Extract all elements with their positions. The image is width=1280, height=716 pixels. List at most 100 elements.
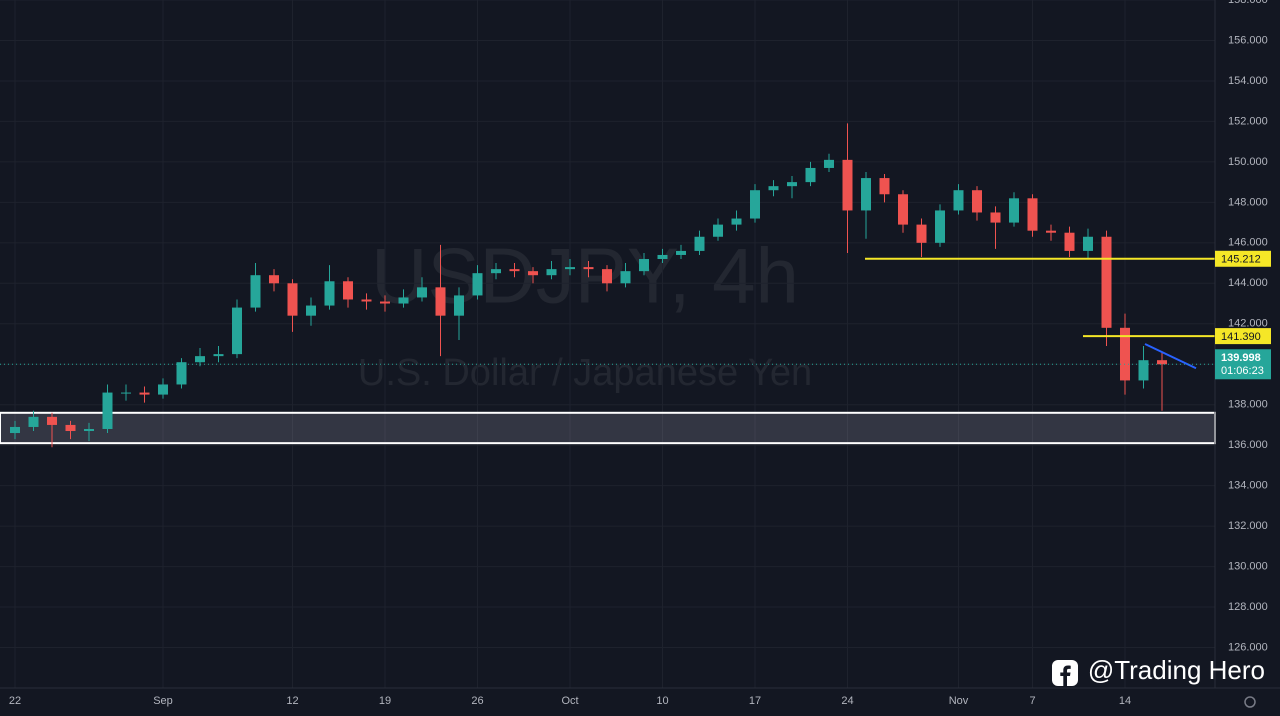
x-tick-label: Nov [949, 695, 969, 707]
candle-body [1009, 198, 1019, 223]
y-tick-label: 132.000 [1228, 520, 1268, 532]
candle-body [195, 356, 205, 363]
watermark-description: U.S. Dollar / Japanese Yen [358, 352, 812, 394]
watermark-symbol: USDJPY, 4h [371, 232, 799, 320]
y-tick-label: 128.000 [1228, 601, 1268, 613]
candle-body [787, 182, 797, 187]
candle-body [565, 267, 575, 270]
x-tick-label: Sep [153, 695, 173, 707]
candle-body [768, 186, 779, 191]
candle-body [176, 362, 187, 385]
candle-body [324, 281, 335, 306]
x-tick-label: 22 [9, 695, 21, 707]
facebook-glyph [1060, 665, 1071, 686]
plot [0, 123, 1216, 448]
candle-body [454, 295, 464, 316]
y-tick-label: 148.000 [1228, 196, 1268, 208]
zone [0, 411, 1216, 445]
candle-body [657, 254, 668, 260]
x-tick-label: 14 [1119, 695, 1131, 707]
y-tick-label: 144.000 [1228, 277, 1268, 289]
candle-body [139, 392, 150, 395]
candle-body [731, 218, 742, 225]
level-label-box [1215, 328, 1271, 345]
candle-body [84, 428, 94, 432]
candle-body [47, 416, 57, 425]
candle-body [435, 287, 446, 316]
y-tick-label: 146.000 [1228, 237, 1268, 249]
candle-body [232, 307, 242, 355]
y-tick-label: 154.000 [1228, 75, 1268, 87]
candle-body [990, 212, 1001, 223]
candle-body [916, 224, 927, 243]
candle-body [158, 384, 168, 395]
candle-body [491, 269, 501, 274]
candle-body [953, 190, 964, 211]
candle-body [861, 178, 871, 211]
x-tick-label: 10 [656, 695, 668, 707]
y-tick-label: 142.000 [1228, 318, 1268, 330]
candle-body [546, 269, 557, 276]
x-tick-label: 12 [286, 695, 298, 707]
axes: 126.000 128.000 130.000 132.000 134.000 136.0… [9, 0, 1271, 707]
candle-body [1027, 198, 1038, 231]
candle-body [972, 190, 982, 213]
candle-body [750, 190, 760, 219]
y-tick-label: 134.000 [1228, 480, 1268, 492]
candle-body [1120, 327, 1130, 381]
candle-body [1064, 232, 1075, 251]
candle-body [1046, 230, 1056, 233]
candle-body [1083, 236, 1093, 251]
candle-body [361, 299, 372, 302]
x-tick-label: 19 [379, 695, 391, 707]
candle-body [472, 273, 483, 296]
candle-body [639, 259, 649, 272]
level-label-box [1215, 250, 1271, 267]
candle-body [398, 297, 409, 304]
y-tick-label: 158.000 [1228, 0, 1268, 6]
candle-body [805, 167, 816, 183]
candle-body [65, 424, 76, 432]
candle-body [528, 271, 538, 276]
x-tick-label: 17 [749, 695, 761, 707]
y-tick-label: 130.000 [1228, 560, 1268, 572]
candle-body [10, 426, 20, 434]
level-label: 141.390 [1221, 331, 1261, 343]
candle-body [250, 275, 261, 308]
y-tick-label: 126.000 [1228, 641, 1268, 653]
candle-body [1138, 360, 1149, 381]
candle-body [583, 267, 594, 270]
countdown: 01:06:23 [1221, 365, 1264, 377]
candle-body [694, 236, 705, 251]
x-tick-label: Oct [561, 695, 578, 707]
candle-body [213, 354, 224, 357]
candle-body [306, 305, 316, 316]
candle-body [380, 301, 390, 304]
candle-body [713, 224, 723, 237]
candle-body [935, 210, 945, 243]
candle-body [602, 269, 612, 284]
candle-body [879, 178, 890, 195]
x-tick-label: 7 [1029, 695, 1035, 707]
y-tick-label: 150.000 [1228, 156, 1268, 168]
candle-body [676, 250, 686, 255]
settings-icon[interactable] [1244, 696, 1256, 708]
y-tick-label: 156.000 [1228, 34, 1268, 46]
y-tick-label: 136.000 [1228, 439, 1268, 451]
candle-body [620, 271, 631, 284]
trendline [1144, 343, 1197, 370]
candle-body [509, 269, 520, 272]
candle-body [1101, 236, 1112, 328]
candle-body [28, 416, 39, 427]
y-tick-label: 152.000 [1228, 115, 1268, 127]
candle-body [269, 275, 279, 284]
candle-body [121, 392, 131, 394]
branding: @Trading Hero [1088, 655, 1265, 685]
last-price-box [1215, 349, 1271, 380]
y-tick-label: 138.000 [1228, 399, 1268, 411]
x-tick-label: 24 [841, 695, 853, 707]
candle-body [417, 287, 427, 298]
